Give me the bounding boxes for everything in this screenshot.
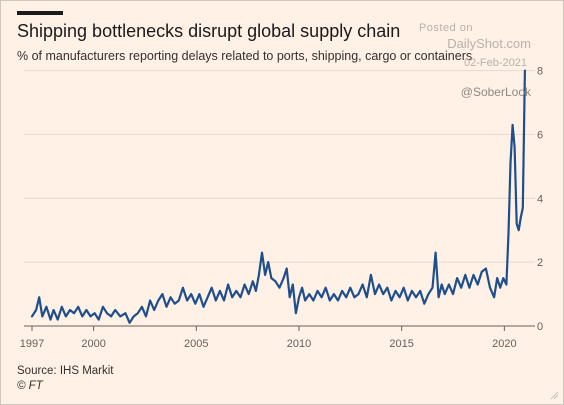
- chart-title: Shipping bottlenecks disrupt global supp…: [17, 21, 401, 41]
- copyright-note: © FT: [17, 380, 43, 392]
- x-tick-label: 2010: [287, 338, 311, 350]
- series-line-0: [30, 69, 526, 324]
- y-tick-label: 4: [537, 193, 543, 205]
- watermark-date: 02-Feb-2021: [464, 57, 527, 69]
- watermark-site: DailyShot.com: [447, 36, 531, 51]
- x-tick-label: 2005: [184, 338, 208, 350]
- resize-grip-icon: [550, 391, 559, 400]
- title-accent-bar: [17, 11, 63, 15]
- y-tick-label: 0: [537, 321, 543, 333]
- y-tick-label: 2: [537, 257, 543, 269]
- source-note: Source: IHS Markit: [17, 365, 114, 377]
- x-tick-label: 2000: [81, 338, 105, 350]
- watermark-handle: @SoberLook: [460, 85, 531, 99]
- y-tick-label: 6: [537, 129, 543, 141]
- x-tick-label: 2020: [492, 338, 516, 350]
- chart-subtitle: % of manufacturers reporting delays rela…: [17, 49, 473, 63]
- watermark-posted: Posted on: [418, 22, 473, 34]
- x-tick-label: 2015: [389, 338, 413, 350]
- y-tick-label: 8: [537, 66, 543, 78]
- x-tick-label: 1997: [20, 338, 44, 350]
